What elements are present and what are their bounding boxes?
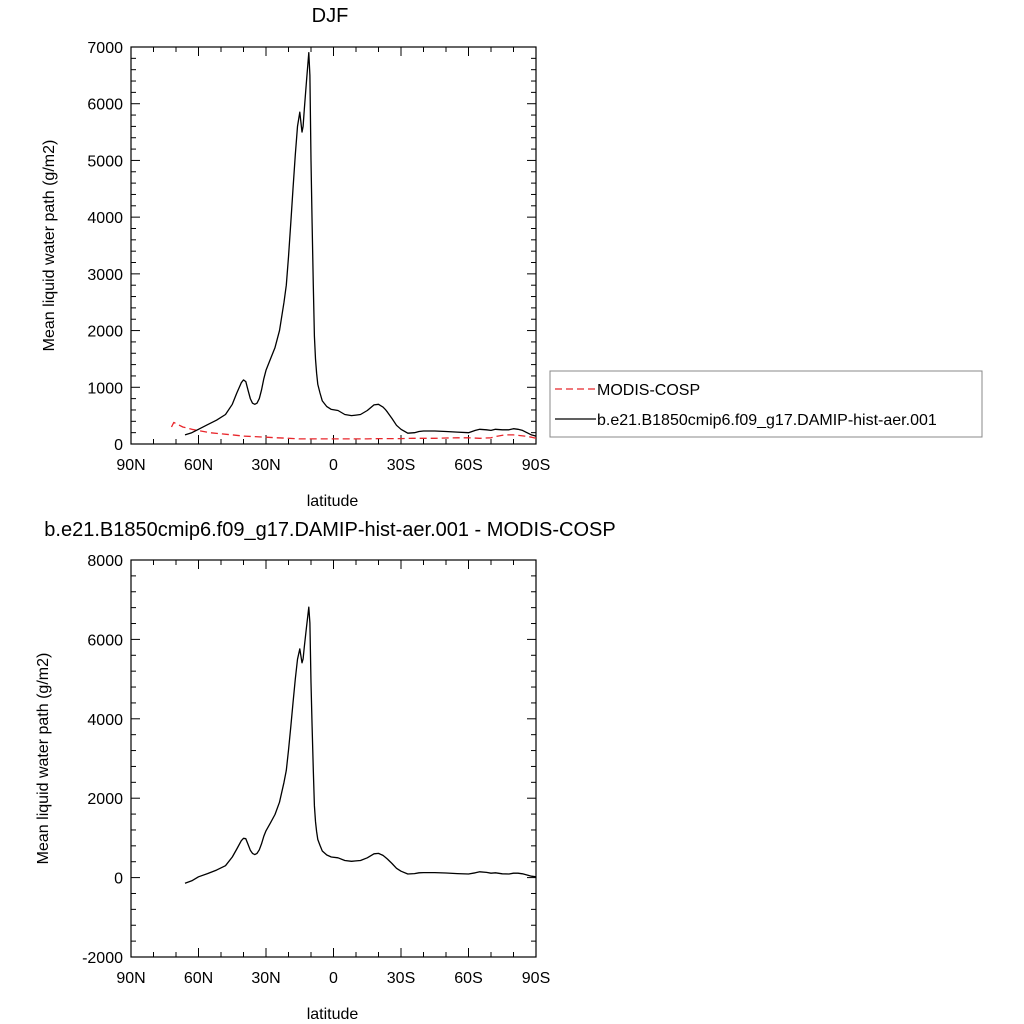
y-tick-label: 5000 <box>87 153 123 170</box>
x-tick-label: 30S <box>387 970 415 987</box>
y-tick-label: 6000 <box>87 632 123 649</box>
y-tick-label: 0 <box>114 871 123 888</box>
y-tick-label: 2000 <box>87 791 123 808</box>
x-tick-label: 30N <box>251 457 280 474</box>
series-line-1 <box>184 606 537 884</box>
x-tick-label: 90N <box>116 970 145 987</box>
x-tick-label: 90N <box>116 457 145 474</box>
series-line-1 <box>170 421 537 440</box>
x-tick-label: 60S <box>454 457 482 474</box>
x-tick-label: 60S <box>454 970 482 987</box>
y-tick-label: -2000 <box>82 950 123 967</box>
panel-1: DJF 0 1000 2000 3000 4000 5000 6000 7000 90N 60N 30… <box>41 5 983 510</box>
y-tick-label: 8000 <box>87 553 123 570</box>
legend-entry-label: MODIS-COSP <box>597 382 700 399</box>
y-tick-label: 4000 <box>87 210 123 227</box>
x-tick-label: 30S <box>387 457 415 474</box>
chart-title: DJF <box>312 5 349 27</box>
y-axis-label: Mean liquid water path (g/m2) <box>35 653 52 865</box>
x-axis-label: latitude <box>307 493 359 510</box>
y-tick-label: 4000 <box>87 712 123 729</box>
y-tick-label: 0 <box>114 437 123 454</box>
y-tick-label: 1000 <box>87 380 123 397</box>
y-tick-label: 3000 <box>87 267 123 284</box>
x-axis-label: latitude <box>307 1006 359 1023</box>
y-tick-label: 2000 <box>87 324 123 341</box>
x-tick-label: 0 <box>329 457 338 474</box>
series-line-2 <box>184 52 537 437</box>
plot-frame <box>130 559 537 958</box>
y-tick-label: 7000 <box>87 40 123 57</box>
x-tick-label: 30N <box>251 970 280 987</box>
y-axis-label: Mean liquid water path (g/m2) <box>41 140 58 352</box>
x-tick-label: 60N <box>184 457 213 474</box>
x-tick-label: 0 <box>329 970 338 987</box>
x-tick-label: 60N <box>184 970 213 987</box>
panel-2: b.e21.B1850cmip6.f09_g17.DAMIP-hist-aer.… <box>35 519 616 1023</box>
legend-entry-label: b.e21.B1850cmip6.f09_g17.DAMIP-hist-aer.… <box>597 412 937 429</box>
plot-frame <box>130 46 537 445</box>
x-tick-label: 90S <box>522 457 550 474</box>
y-tick-label: 6000 <box>87 97 123 114</box>
x-tick-label: 90S <box>522 970 550 987</box>
legend-box <box>549 370 983 438</box>
chart-title: b.e21.B1850cmip6.f09_g17.DAMIP-hist-aer.… <box>44 519 615 541</box>
legend: MODIS-COSP b.e21.B1850cmip6.f09_g17.DAMIP… <box>549 370 983 438</box>
